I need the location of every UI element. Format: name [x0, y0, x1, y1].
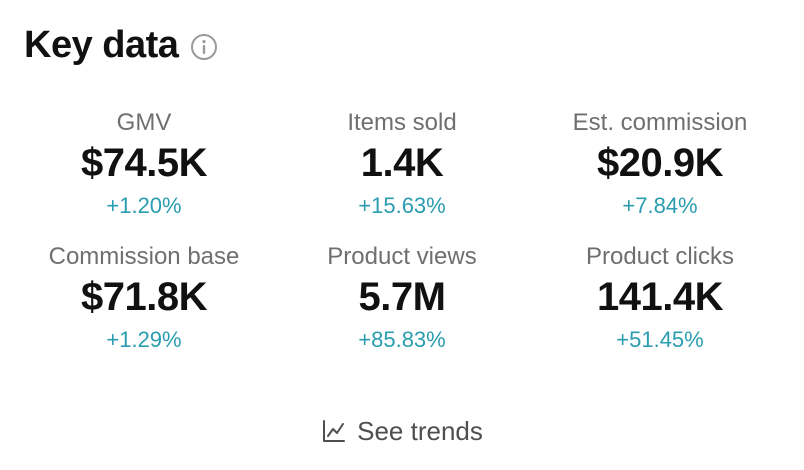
key-data-header: Key data — [24, 26, 218, 64]
metric-label: Product clicks — [585, 243, 735, 270]
metric-value: $71.8K — [81, 275, 207, 319]
metric-change: +1.29% — [106, 327, 182, 352]
metric-change: +15.63% — [358, 193, 446, 218]
metric-label: Est. commission — [572, 109, 748, 136]
metric-value: $20.9K — [597, 141, 723, 185]
metric-value: 141.4K — [597, 275, 723, 319]
metric-change: +85.83% — [358, 327, 446, 352]
metric-change: +7.84% — [622, 193, 698, 218]
see-trends-label: See trends — [357, 416, 483, 446]
metric-change: +1.20% — [106, 193, 182, 218]
metric-value: $74.5K — [81, 141, 207, 185]
metric-value: 5.7M — [358, 275, 446, 319]
page-title: Key data — [24, 24, 179, 66]
metric-items-sold: Items sold 1.4K +15.63% — [264, 108, 540, 220]
metric-product-clicks: Product clicks 141.4K +51.45% — [540, 242, 780, 354]
metrics-grid: GMV $74.5K +1.20% Items sold 1.4K +15.63… — [24, 108, 780, 354]
metric-value: 1.4K — [360, 141, 444, 185]
info-icon[interactable] — [190, 33, 218, 61]
metric-change: +51.45% — [616, 327, 704, 352]
metric-label: Items sold — [347, 109, 457, 136]
metric-label: Commission base — [48, 243, 240, 270]
metric-gmv: GMV $74.5K +1.20% — [24, 108, 264, 220]
metric-product-views: Product views 5.7M +85.83% — [264, 242, 540, 354]
metric-label: GMV — [116, 109, 172, 136]
see-trends-button[interactable]: See trends — [0, 414, 804, 448]
metric-est-commission: Est. commission $20.9K +7.84% — [540, 108, 780, 220]
metric-label: Product views — [327, 243, 477, 270]
line-chart-icon — [321, 418, 347, 444]
metric-commission-base: Commission base $71.8K +1.29% — [24, 242, 264, 354]
